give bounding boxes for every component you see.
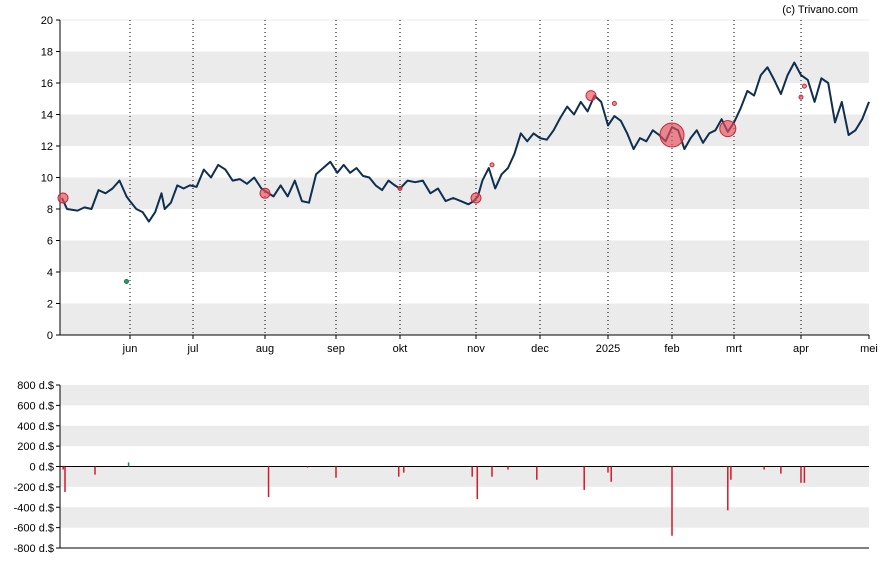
volume-sell-bar [507,466,509,470]
price-x-tick-label: jun [122,343,138,355]
volume-sell-bar [471,466,473,477]
volume-sell-bar [306,466,309,468]
price-y-tick-label: 16 [41,78,53,90]
volume-sell-bar [491,466,493,477]
price-grid-band [60,177,869,209]
volume-y-tick-label: -800 d.$ [14,543,54,555]
insider-sell-marker [611,100,617,106]
price-x-tick-label: apr [793,343,809,355]
price-grid-band [60,240,869,272]
volume-y-tick-label: 200 d.$ [17,441,54,453]
price-x-tick-label: sep [327,343,345,355]
insider-sell-marker [585,90,597,102]
copyright-label: (c) Trivano.com [782,4,858,16]
price-x-tick-label: okt [393,343,408,355]
insider-sell-marker [719,120,737,138]
insider-buy-marker [124,278,129,284]
volume-sell-bar [763,466,765,470]
price-y-tick-label: 10 [41,173,53,185]
volume-y-tick-label: 600 d.$ [17,400,54,412]
volume-sell-bar [800,466,802,483]
volume-sell-bar [403,466,405,473]
volume-sell-bar [397,466,400,477]
volume-y-tick-label: 400 d.$ [17,421,54,433]
price-x-tick-label: aug [256,343,274,355]
volume-grid-band [60,425,869,447]
price-y-tick-label: 14 [41,110,53,122]
price-grid-band [60,51,869,83]
insider-sell-marker [470,192,482,204]
volume-grid-band [60,507,869,528]
insider-sell-marker [801,83,807,89]
volume-y-tick-label: 0 d.$ [30,462,54,474]
volume-sell-bar [607,466,609,473]
volume-y-tick-label: -200 d.$ [14,482,54,494]
price-y-tick-label: 4 [47,267,53,279]
price-x-tick-label: dec [531,343,549,355]
insider-volume-chart: 800 d.$ 600 d.$ 400 d.$ 200 d.$ 0 d.$ -200 d.… [14,380,869,555]
price-x-tick-label: 2025 [596,343,620,355]
volume-sell-bar [335,466,337,478]
volume-y-tick-label: -600 d.$ [14,523,54,535]
volume-grid-band [60,466,869,487]
price-grid-band [60,114,869,146]
price-y-tick-label: 2 [47,299,53,311]
price-x-tick-label: feb [664,343,679,355]
volume-sell-bar [610,466,612,482]
price-y-tick-label: 6 [47,236,53,248]
insider-sell-marker [798,94,804,100]
volume-y-tick-label: 800 d.$ [17,380,54,392]
insider-sell-marker [659,122,685,148]
volume-sell-bar [64,466,66,492]
price-y-tick-label: 8 [47,204,53,216]
volume-sell-bar [62,466,64,470]
insider-sell-marker [57,192,69,204]
price-y-tick-label: 20 [41,15,53,27]
volume-sell-bar [583,466,585,490]
volume-sell-bar [780,466,782,474]
volume-sell-bar [727,466,729,511]
price-x-tick-label: jul [186,343,198,355]
price-y-tick-label: 12 [41,141,53,153]
volume-sell-bar [671,466,673,536]
volume-y-tick-label: -400 d.$ [14,502,54,514]
volume-sell-bar [476,466,479,500]
price-x-tick-label: mei [860,343,878,355]
insider-sell-marker [259,187,271,199]
price-y-tick-label: 18 [41,47,53,59]
volume-grid-band [60,385,869,406]
price-x-tick-label: nov [467,343,485,355]
volume-buy-bar [127,462,130,467]
volume-sell-bar [536,466,538,480]
price-y-tick-label: 0 [47,330,53,342]
price-x-tick-label: mrt [726,343,742,355]
insider-sell-marker [397,186,403,192]
volume-sell-bar [267,466,270,498]
volume-sell-bar [803,466,806,483]
price-grid-band [60,303,869,335]
price-chart: 0 2 4 6 8 10 12 14 16 18 20 jun jul aug sep okt nov dec 20… [41,15,878,355]
insider-sell-marker [489,162,495,168]
volume-sell-bar [94,466,96,475]
volume-sell-bar [730,466,732,480]
